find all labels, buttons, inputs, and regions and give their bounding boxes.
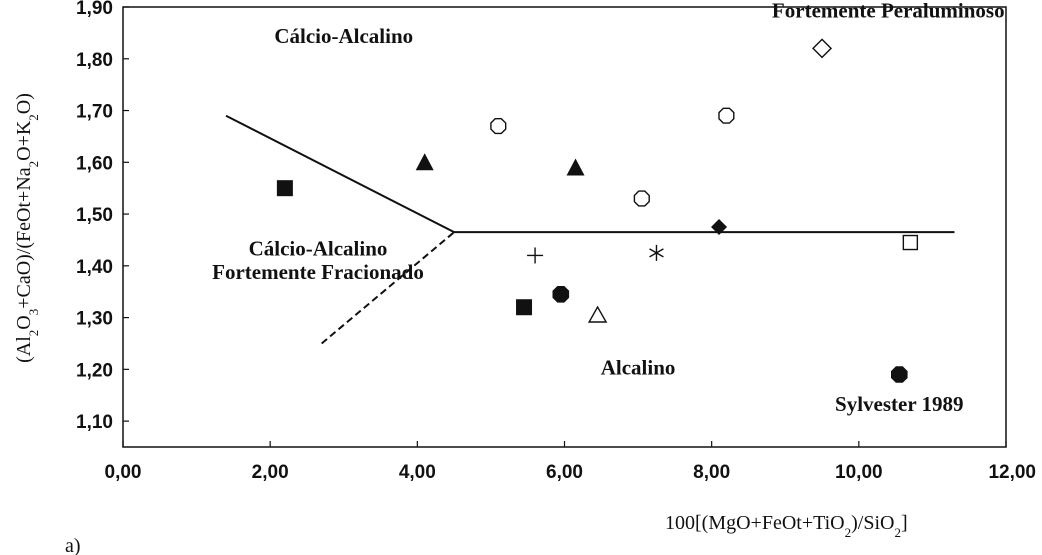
subscript: 2 [26,330,41,337]
subscript: 2 [26,161,41,168]
title-text: (Al [13,336,35,363]
open-square-point [902,234,919,251]
region-label: Sylvester 1989 [835,392,964,416]
title-text: O+K [13,120,35,161]
open-triangle-point [587,305,608,323]
subscript: 3 [26,309,41,316]
title-text: O) [13,93,35,114]
y-tick-label: 1,50 [76,205,113,226]
axis-ticks: 0,00 2,00 4,00 6,00 8,00 10,00 12,00 1,10 1,20 1,… [76,0,1036,483]
asterisk-point [649,244,664,261]
title-text: ] [901,512,908,534]
x-axis-title: 100[(MgO+FeOt+TiO2)/SiO2] [665,512,908,540]
filled-triangle-point [415,153,434,171]
y-axis-title: (Al2O3+CaO)/(FeOt+Na2O+K2O) [13,93,41,363]
discriminant-boundaries [225,114,955,345]
x-tick-label: 0,00 [105,462,142,483]
y-tick-label: 1,30 [76,309,113,330]
region-label: Cálcio-Alcalino [274,24,413,48]
y-tick-label: 1,90 [76,0,113,19]
x-tick-label: 12,00 [988,462,1036,483]
region-label: Alcalino [601,356,676,380]
y-tick-label: 1,60 [76,153,113,174]
title-text: +CaO)/(FeOt+Na [13,167,35,309]
filled-triangle-point [566,158,585,176]
filled-square-point [276,180,293,197]
dashed-boundary-line [321,231,455,345]
plus-point [527,247,544,264]
x-tick-label: 4,00 [399,462,436,483]
y-tick-label: 1,80 [76,50,113,71]
title-text: )/SiO [851,512,894,534]
y-tick-label: 1,20 [76,360,113,381]
filled-octagon-point [891,366,908,383]
y-tick-label: 1,40 [76,257,113,278]
title-text: O [13,315,35,329]
open-diamond-point [812,38,833,59]
filled-square-point [516,299,533,316]
subscript: 2 [845,525,852,540]
open-octagon-point [490,117,507,135]
x-tick-label: 6,00 [546,462,583,483]
subscript: 2 [894,525,901,540]
region-labels: Cálcio-Alcalino Fortemente Peraluminoso Cá… [212,0,1004,416]
x-tick-label: 10,00 [835,462,883,483]
y-tick-label: 1,70 [76,102,113,123]
panel-label: a) [65,535,81,555]
region-label: Fortemente Fracionado [212,260,424,284]
open-octagon-point [633,190,650,207]
title-text: 100[(MgO+FeOt+TiO [665,512,845,534]
x-tick-label: 2,00 [252,462,289,483]
x-tick-label: 8,00 [693,462,730,483]
open-octagon-point [718,107,735,124]
plot-frame [122,6,1007,448]
filled-diamond-point [711,219,728,235]
y-tick-label: 1,10 [76,412,113,433]
data-points [276,38,919,383]
region-label: Cálcio-Alcalino [249,236,388,260]
filled-octagon-point [552,286,570,303]
solid-boundary-line [225,114,955,234]
subscript: 2 [26,114,41,121]
region-label: Fortemente Peraluminoso [772,0,1005,22]
